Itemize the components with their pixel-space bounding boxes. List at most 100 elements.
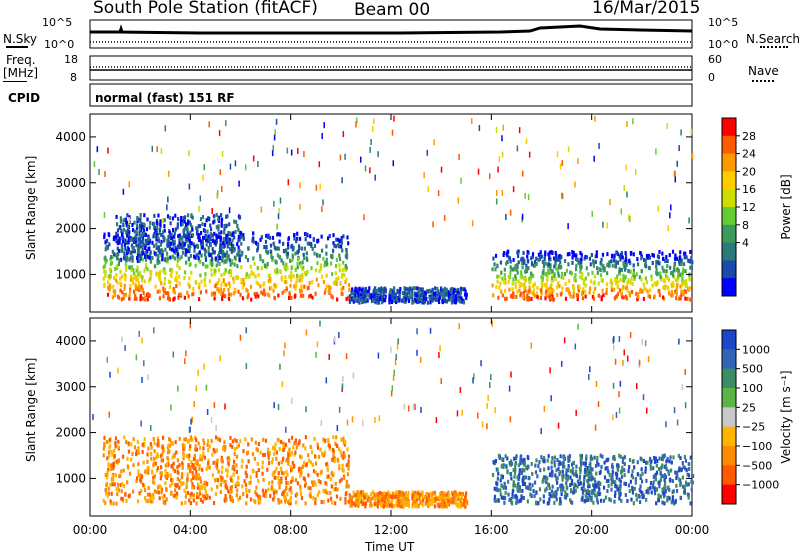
echo-cell: [358, 494, 362, 499]
echo-cell: [244, 470, 247, 475]
scatter-cell: [328, 353, 330, 360]
echo-cell: [181, 235, 184, 240]
echo-cell: [188, 236, 192, 241]
echo-cell: [257, 281, 260, 286]
scatter-cell: [374, 417, 376, 424]
echo-cell: [583, 488, 586, 493]
echo-cell: [295, 445, 298, 450]
echo-cell: [226, 473, 229, 478]
echo-cell: [109, 499, 112, 504]
echo-cell: [309, 494, 313, 499]
echo-cell: [268, 481, 271, 486]
echo-cell: [111, 462, 114, 467]
scatter-cell: [525, 138, 528, 145]
echo-cell: [243, 282, 246, 287]
echo-cell: [199, 491, 202, 496]
scatter-cell: [602, 221, 604, 228]
echo-cell: [224, 494, 227, 499]
echo-cell: [335, 237, 338, 242]
echo-cell: [638, 289, 642, 294]
echo-cell: [188, 220, 191, 225]
echo-cell: [497, 498, 500, 503]
echo-cell: [293, 441, 296, 446]
echo-cell: [213, 231, 216, 236]
echo-cell: [138, 230, 141, 235]
echo-cell: [248, 480, 251, 485]
echo-cell: [597, 480, 600, 485]
echo-cell: [320, 499, 323, 504]
echo-cell: [203, 252, 207, 257]
echo-cell: [384, 494, 387, 499]
echo-cell: [105, 245, 108, 250]
echo-cell: [628, 489, 631, 494]
scatter-cell: [140, 420, 142, 427]
echo-cell: [205, 289, 208, 294]
echo-cell: [457, 290, 460, 295]
echo-cell: [135, 449, 138, 454]
echo-cell: [168, 449, 171, 454]
echo-cell: [286, 472, 289, 477]
echo-cell: [256, 265, 259, 270]
echo-cell: [185, 491, 188, 496]
echo-cell: [592, 290, 595, 295]
echo-cell: [157, 254, 160, 259]
echo-cell: [280, 258, 283, 263]
echo-cell: [224, 268, 227, 273]
echo-cell: [641, 490, 644, 495]
echo-cell: [327, 498, 330, 503]
echo-cell: [286, 492, 289, 497]
echo-cell: [235, 493, 238, 498]
echo-cell: [186, 213, 190, 218]
echo-cell: [682, 262, 686, 267]
echo-cell: [207, 234, 210, 239]
scatter-cell: [674, 170, 676, 177]
echo-cell: [119, 281, 122, 286]
echo-cell: [517, 260, 520, 265]
echo-cell: [637, 493, 640, 498]
echo-cell: [206, 229, 209, 234]
echo-cell: [578, 481, 581, 486]
echo-cell: [550, 288, 554, 292]
echo-cell: [600, 295, 603, 300]
echo-cell: [340, 291, 343, 296]
echo-cell: [359, 490, 363, 495]
echo-cell: [168, 230, 171, 235]
echo-cell: [222, 241, 225, 246]
echo-cell: [522, 295, 525, 300]
echo-cell: [104, 240, 107, 245]
scatter-cell: [416, 328, 418, 335]
echo-cell: [146, 292, 150, 297]
echo-cell: [661, 454, 664, 459]
scatter-cell: [395, 353, 397, 360]
echo-cell: [673, 265, 676, 270]
echo-cell: [547, 262, 550, 267]
echo-cell: [400, 490, 403, 495]
echo-cell: [284, 266, 287, 271]
scatter-cell: [673, 407, 676, 414]
echo-cell: [649, 485, 652, 490]
echo-cell: [181, 222, 184, 227]
echo-cell: [538, 460, 541, 465]
echo-cell: [136, 223, 139, 228]
echo-cell: [358, 286, 361, 291]
scatter-cell: [252, 155, 255, 162]
echo-cell: [289, 501, 292, 506]
echo-cell: [160, 458, 163, 463]
echo-cell: [604, 466, 607, 471]
echo-cell: [360, 499, 363, 504]
echo-cell: [419, 287, 422, 292]
echo-cell: [182, 245, 185, 250]
echo-cell: [521, 458, 524, 463]
echo-cell: [590, 475, 593, 480]
echo-cell: [664, 464, 668, 469]
echo-cell: [161, 435, 165, 440]
echo-cell: [640, 467, 643, 472]
echo-cell: [538, 487, 542, 492]
colorbar-tick-label: 8: [742, 219, 749, 232]
echo-cell: [127, 441, 130, 446]
echo-cell: [161, 230, 165, 235]
colorbar-tick-label: −500: [742, 459, 772, 472]
echo-cell: [336, 457, 339, 462]
echo-cell: [174, 245, 177, 250]
echo-cell: [200, 279, 203, 284]
